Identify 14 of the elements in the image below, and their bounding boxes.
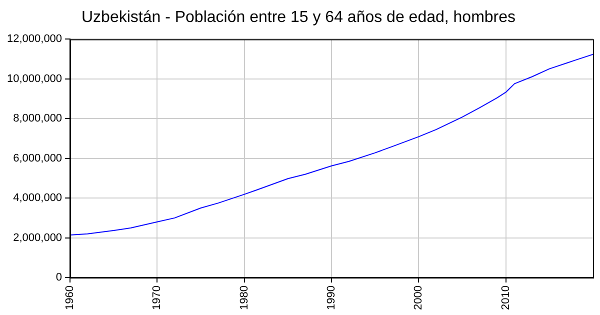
- x-tick-label: 1980: [238, 286, 250, 310]
- x-tick-label: 1970: [151, 286, 164, 310]
- chart-title: Uzbekistán - Población entre 15 y 64 años de edad, hombres: [81, 9, 516, 26]
- y-tick-label: 10,000,000: [6, 72, 62, 85]
- x-tick-label: 1990: [326, 286, 338, 310]
- y-tick-label: 4,000,000: [13, 192, 62, 204]
- y-tick-label: 6,000,000: [13, 152, 62, 164]
- y-tick-label: 2,000,000: [13, 232, 62, 244]
- y-tick-label: 0: [56, 272, 62, 284]
- x-tick-label: 1960: [64, 286, 76, 310]
- x-tick-label: 2000: [412, 286, 425, 310]
- x-tick-label: 2010: [500, 286, 512, 310]
- y-tick-label: 8,000,000: [13, 112, 62, 125]
- y-tick-label: 12,000,000: [6, 33, 62, 46]
